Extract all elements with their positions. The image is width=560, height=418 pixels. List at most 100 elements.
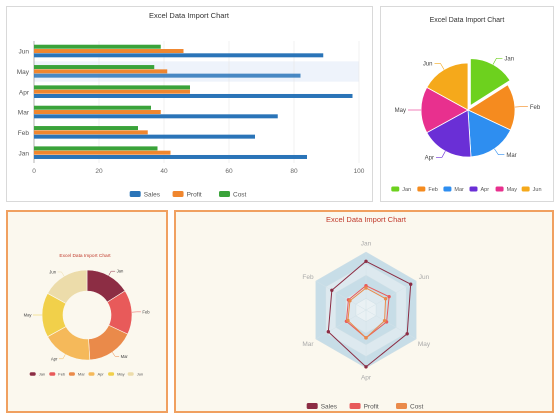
leader-line [492, 57, 503, 65]
bar-sales-apr [34, 93, 353, 98]
y-tick-label: Feb [18, 130, 30, 137]
radar-point-sales [409, 282, 413, 286]
legend-swatch [417, 186, 426, 192]
legend-swatch [469, 186, 478, 192]
slice-label: Mar [506, 153, 516, 159]
y-tick-label: Apr [19, 89, 30, 96]
bar-sales-jun [34, 53, 324, 58]
legend-label: Feb [428, 187, 437, 193]
bar-profit-feb [34, 130, 148, 135]
leader-line [435, 151, 446, 158]
radar-point-cost [346, 318, 350, 323]
chart-title: Excel Data Import Chart [59, 253, 111, 259]
pie-slice-may [420, 86, 469, 134]
radar-indicator-label: Apr [361, 375, 372, 382]
radar-point-cost [382, 319, 387, 323]
bar-cost-feb [34, 126, 138, 131]
pie-slice-jan [470, 58, 511, 107]
legend-swatch [108, 372, 115, 376]
bar-sales-feb [34, 134, 255, 139]
bar-profit-jun [34, 49, 184, 54]
radar-axis [315, 309, 367, 340]
legend-swatch [521, 186, 530, 192]
pie-chart: Excel Data Import Chart Jan Feb Mar Apr May Ju… [391, 17, 542, 193]
legend-label: Feb [58, 371, 66, 376]
legend-label: Mar [454, 187, 464, 193]
radar-indicator-label: Jan [361, 241, 372, 248]
leader-line [108, 270, 116, 276]
pie-slice-jun [426, 62, 469, 111]
legend-swatch [127, 372, 134, 376]
radar-axis [365, 280, 417, 311]
y-tick-label: Jan [19, 150, 30, 157]
x-tick-label: 100 [354, 168, 365, 175]
slice-label: May [24, 313, 33, 318]
bar-sales-jan [34, 154, 307, 159]
legend-label: Jan [39, 371, 45, 376]
x-tick-label: 40 [160, 168, 168, 175]
pie-slice-mar [467, 109, 512, 158]
legend-swatch [129, 191, 141, 197]
leader-line [494, 148, 505, 155]
x-tick-label: 20 [95, 168, 103, 175]
x-tick-label: 80 [290, 168, 298, 175]
x-tick-label: 60 [225, 168, 233, 175]
donut-slice-jun [47, 269, 88, 304]
bar-cost-jan [34, 146, 158, 151]
y-tick-label: May [17, 69, 30, 76]
bar-profit-jan [34, 150, 171, 155]
radar-point-sales [326, 330, 331, 334]
radar-point-sales [364, 365, 368, 369]
radar-point-cost [383, 296, 388, 301]
radar-point-cost [364, 336, 368, 340]
slice-label: Jan [117, 269, 124, 274]
legend-label: Sales [144, 191, 161, 198]
legend-swatch [306, 403, 318, 409]
radar-point-profit [387, 294, 391, 299]
legend-swatch [349, 403, 361, 409]
slice-label: Jan [504, 56, 514, 62]
legend-label: Cost [233, 191, 247, 198]
slice-label: Apr [425, 156, 434, 162]
slice-label: May [395, 108, 406, 114]
slice-label: Mar [121, 354, 129, 359]
legend-label: Jun [533, 187, 542, 193]
slice-label: Feb [142, 309, 150, 314]
radar-indicator-label: Jun [419, 274, 430, 281]
leader-line [58, 354, 66, 360]
leader-line [434, 63, 445, 70]
legend-swatch [172, 191, 184, 197]
radar-axis [315, 280, 367, 311]
x-tick-label: 0 [32, 168, 36, 175]
legend-swatch [391, 186, 400, 192]
radar-chart-panel: Excel Data Import Chart Jan Jun May Apr Mar Fe… [174, 210, 554, 413]
legend-swatch [49, 372, 56, 376]
legend-swatch [68, 372, 75, 376]
legend-swatch [219, 191, 231, 197]
bar-cost-jun [34, 44, 161, 49]
bar-profit-may [34, 69, 168, 74]
bar-sales-may [34, 73, 301, 78]
legend-label: Sales [321, 403, 338, 410]
radar-indicator-label: Feb [302, 274, 314, 281]
y-tick-label: Jun [19, 49, 30, 56]
radar-point-sales [405, 332, 409, 336]
pie-slice-apr [426, 109, 472, 158]
radar-point-sales [330, 288, 334, 292]
slice-label: Jun [49, 269, 56, 274]
leader-line [57, 271, 65, 277]
legend-swatch [29, 372, 36, 376]
donut-chart: Excel Data Import Chart Jan Feb Mar Apr May Ju… [24, 253, 151, 376]
legend-label: Jan [402, 187, 411, 193]
bar-profit-mar [34, 110, 161, 115]
legend-swatch [396, 403, 408, 409]
radar-point-cost [364, 286, 368, 290]
legend-label: Profit [187, 191, 202, 198]
slice-label: Apr [51, 356, 58, 361]
bar-cost-mar [34, 105, 151, 110]
radar-indicator-label: May [418, 341, 431, 348]
legend-label: Apr [98, 371, 105, 376]
legend-label: Profit [364, 403, 379, 410]
bar-chart: Excel Data Import Chart 0 20 40 60 80 100 Jan Fe… [17, 11, 365, 198]
legend-label: Apr [481, 187, 490, 193]
